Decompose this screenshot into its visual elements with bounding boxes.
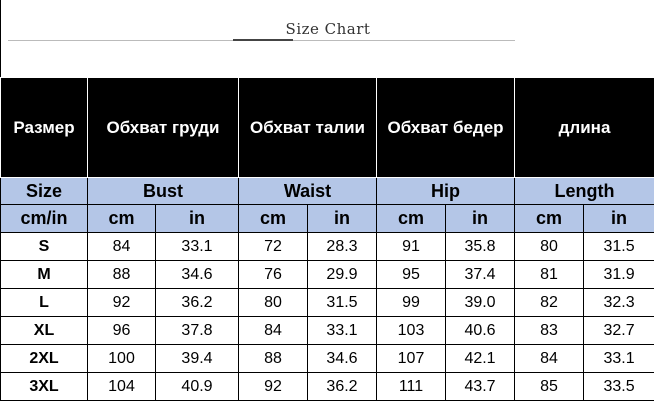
- value-cell: 82: [514, 288, 585, 317]
- value-cell: 32.7: [583, 316, 654, 345]
- value-cell: 83: [514, 316, 585, 345]
- header-ru-size: Размер: [0, 77, 88, 178]
- value-cell: 33.5: [583, 372, 654, 401]
- value-cell: 84: [514, 344, 585, 373]
- unit-cell: cm/in: [0, 204, 88, 233]
- table-row: L 92 36.2 80 31.5 99 39.0 82 32.3: [0, 288, 654, 317]
- table-row: XL 96 37.8 84 33.1 103 40.6 83 32.7: [0, 316, 654, 345]
- value-cell: 34.6: [307, 344, 377, 373]
- unit-cell: cm: [376, 204, 446, 233]
- unit-cell: in: [155, 204, 239, 233]
- size-table: Размер Обхват груди Обхват талии Обхват …: [0, 77, 654, 401]
- value-cell: 72: [238, 232, 308, 261]
- unit-cell: cm: [514, 204, 585, 233]
- unit-cell: in: [583, 204, 654, 233]
- size-cell: 2XL: [0, 344, 88, 373]
- value-cell: 40.6: [444, 316, 516, 345]
- value-cell: 80: [514, 232, 585, 261]
- value-cell: 43.7: [444, 372, 516, 401]
- value-cell: 104: [87, 372, 156, 401]
- size-cell: 3XL: [0, 372, 88, 401]
- value-cell: 84: [238, 316, 308, 345]
- unit-cell: cm: [238, 204, 308, 233]
- value-cell: 33.1: [155, 232, 239, 261]
- value-cell: 34.6: [155, 260, 239, 289]
- value-cell: 88: [238, 344, 308, 373]
- value-cell: 32.3: [583, 288, 654, 317]
- value-cell: 103: [376, 316, 446, 345]
- unit-cell: cm: [87, 204, 156, 233]
- value-cell: 28.3: [307, 232, 377, 261]
- value-cell: 80: [238, 288, 308, 317]
- header-hip: Hip: [375, 177, 516, 205]
- size-cell: L: [0, 288, 88, 317]
- russian-header-row: Размер Обхват груди Обхват талии Обхват …: [0, 77, 654, 178]
- value-cell: 33.1: [307, 316, 377, 345]
- table-row: M 88 34.6 76 29.9 95 37.4 81 31.9: [0, 260, 654, 289]
- value-cell: 99: [376, 288, 446, 317]
- header-waist: Waist: [238, 177, 377, 205]
- value-cell: 31.9: [583, 260, 654, 289]
- value-cell: 40.9: [155, 372, 239, 401]
- unit-row: cm/in cm in cm in cm in cm in: [0, 204, 654, 233]
- unit-cell: in: [307, 204, 377, 233]
- value-cell: 37.4: [444, 260, 516, 289]
- value-cell: 91: [376, 232, 446, 261]
- title-area: Size Chart: [0, 0, 654, 77]
- unit-cell: in: [444, 204, 516, 233]
- value-cell: 39.4: [155, 344, 239, 373]
- header-bust: Bust: [87, 177, 239, 205]
- table-row: S 84 33.1 72 28.3 91 35.8 80 31.5: [0, 232, 654, 261]
- value-cell: 39.0: [444, 288, 516, 317]
- value-cell: 85: [514, 372, 585, 401]
- value-cell: 36.2: [155, 288, 239, 317]
- value-cell: 100: [87, 344, 156, 373]
- value-cell: 29.9: [307, 260, 377, 289]
- table-body: S 84 33.1 72 28.3 91 35.8 80 31.5 M 88 34.6 76 29.9 95…: [0, 232, 654, 401]
- value-cell: 96: [87, 316, 156, 345]
- value-cell: 36.2: [307, 372, 377, 401]
- value-cell: 88: [87, 260, 156, 289]
- value-cell: 92: [87, 288, 156, 317]
- table-row: 3XL 104 40.9 92 36.2 111 43.7 85 33.5: [0, 372, 654, 401]
- header-ru-bust: Обхват груди: [87, 77, 239, 178]
- table-row: 2XL 100 39.4 88 34.6 107 42.1 84 33.1: [0, 344, 654, 373]
- value-cell: 76: [238, 260, 308, 289]
- header-ru-hip: Обхват бедер: [375, 77, 516, 178]
- header-length: Length: [514, 177, 654, 205]
- size-cell: S: [0, 232, 88, 261]
- value-cell: 81: [514, 260, 585, 289]
- value-cell: 107: [376, 344, 446, 373]
- value-cell: 31.5: [583, 232, 654, 261]
- value-cell: 31.5: [307, 288, 377, 317]
- header-size: Size: [0, 177, 88, 205]
- value-cell: 42.1: [444, 344, 516, 373]
- size-cell: M: [0, 260, 88, 289]
- header-ru-length: длина: [514, 77, 654, 178]
- value-cell: 33.1: [583, 344, 654, 373]
- value-cell: 84: [87, 232, 156, 261]
- chart-title: Size Chart: [285, 20, 371, 38]
- title-underline: [233, 39, 293, 41]
- value-cell: 111: [376, 372, 446, 401]
- value-cell: 92: [238, 372, 308, 401]
- value-cell: 37.8: [155, 316, 239, 345]
- value-cell: 35.8: [444, 232, 516, 261]
- value-cell: 95: [376, 260, 446, 289]
- english-header-row: Size Bust Waist Hip Length: [0, 177, 654, 205]
- size-cell: XL: [0, 316, 88, 345]
- header-ru-waist: Обхват талии: [238, 77, 377, 178]
